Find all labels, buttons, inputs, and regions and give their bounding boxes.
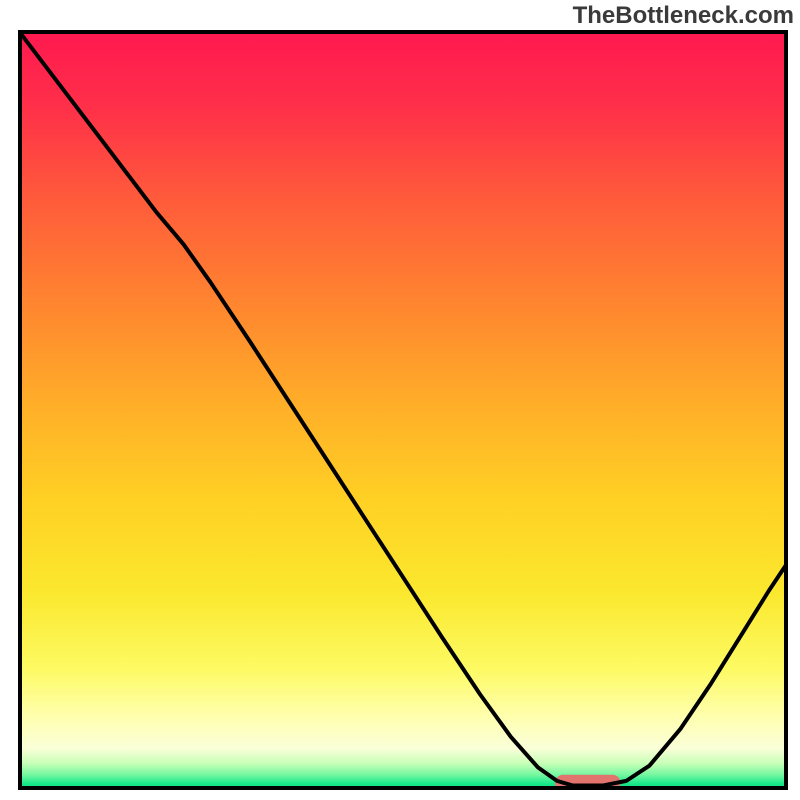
gradient-fill [18,30,788,790]
attribution-label: TheBottleneck.com [573,2,794,30]
chart-container: TheBottleneck.com [0,0,800,800]
plot-area [18,30,788,790]
